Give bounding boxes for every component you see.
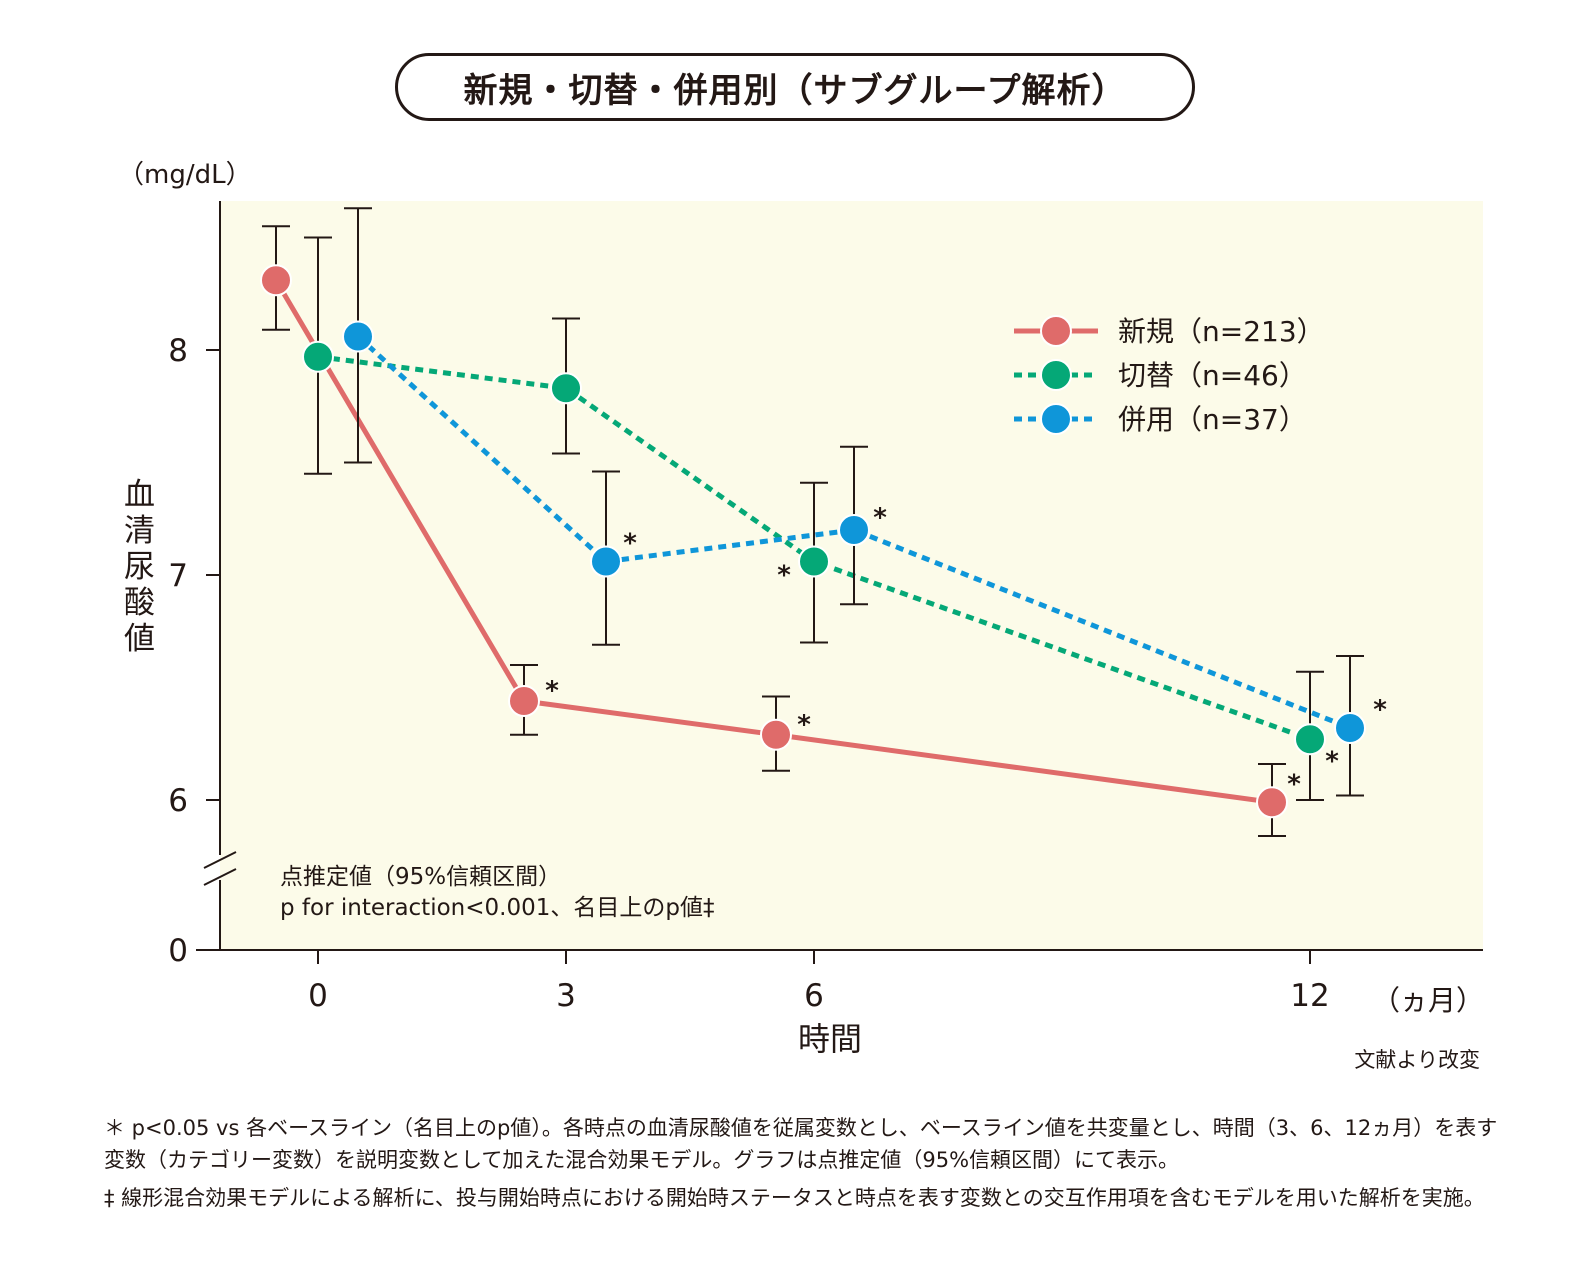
data-point: [1256, 786, 1288, 819]
significance-mark: *: [1325, 746, 1339, 776]
x-tick-label: 3: [556, 978, 576, 1014]
axis-break-mark: [203, 851, 237, 869]
annotation-interaction: p for interaction<0.001、名目上のp値‡: [280, 895, 714, 921]
significance-mark: *: [777, 561, 791, 591]
axis-break-mark: [203, 868, 237, 886]
footnote-significance: ＊ p<0.05 vs 各ベースライン（名目上のp値）。各時点の血清尿酸値を従属…: [104, 1116, 1498, 1172]
x-axis-label: 時間: [798, 1020, 862, 1058]
series-lines: [273, 278, 1351, 805]
chart-title: 新規・切替・併用別（サブグループ解析）: [395, 53, 1195, 121]
footnotes: ＊ p<0.05 vs 各ベースライン（名目上のp値）。各時点の血清尿酸値を従属…: [104, 1112, 1504, 1220]
y-axis-label-char: 酸: [124, 585, 155, 621]
y-axis-label-char: 清: [124, 513, 155, 549]
data-point: [508, 685, 540, 717]
data-point: [590, 545, 622, 578]
footnote-model: ‡ 線形混合効果モデルによる解析に、投与開始時点における開始時ステータスと時点を…: [104, 1186, 1485, 1210]
data-point: [760, 718, 792, 751]
significance-mark: *: [1373, 695, 1387, 725]
legend-marker: [1040, 403, 1072, 435]
y-tick-label: 6: [168, 783, 188, 819]
x-unit-label: （ヵ月）: [1372, 984, 1484, 1017]
y-axis-label-char: 値: [124, 621, 155, 657]
legend-label: 新規（n=213）: [1118, 315, 1325, 348]
series-line: [273, 278, 1273, 805]
y-tick-label: 8: [168, 333, 188, 369]
legend: 新規（n=213） 切替（n=46） 併用（n=37）: [1014, 315, 1325, 436]
data-point: [838, 514, 870, 546]
data-point: [1294, 723, 1326, 756]
data-point: [1334, 712, 1366, 744]
y-unit-label: （mg/dL）: [118, 160, 252, 190]
data-point: [302, 340, 334, 373]
significance-mark: *: [873, 503, 887, 533]
source-note: 文献より改変: [1354, 1048, 1480, 1072]
data-point: [342, 320, 374, 353]
x-tick-label: 0: [308, 978, 328, 1014]
annotation-ci: 点推定値（95%信頼区間）: [280, 864, 561, 890]
legend-label: 併用（n=37）: [1118, 403, 1307, 436]
y-tick-label: 7: [168, 558, 188, 594]
data-point: [550, 372, 582, 405]
significance-mark: *: [1287, 769, 1301, 799]
y-tick-label: 0: [168, 933, 188, 969]
legend-marker: [1040, 315, 1072, 347]
significance-mark: *: [545, 676, 559, 706]
y-axis-label-char: 尿: [124, 549, 155, 585]
significance-mark: *: [623, 529, 637, 559]
chart-svg: * * * * * * * * 0 6 7 8 0 3 6 12 新規（n=213） 切替（n=46） 併用（n…: [118, 160, 1484, 1072]
axis-labels: 0 6 7 8 0 3 6 12: [168, 333, 1329, 1014]
data-markers: * * * * * * * *: [260, 264, 1387, 819]
axes: [196, 201, 1483, 964]
x-tick-label: 6: [804, 978, 824, 1014]
significance-mark: *: [797, 710, 811, 740]
data-point: [798, 545, 830, 578]
data-point: [260, 264, 292, 297]
legend-marker: [1040, 359, 1072, 391]
series-line: [317, 354, 1311, 742]
y-axis-label-char: 血: [124, 477, 155, 513]
y-axis-label: 血清尿酸値: [124, 477, 155, 657]
legend-label: 切替（n=46）: [1118, 359, 1307, 392]
x-tick-label: 12: [1290, 978, 1329, 1014]
